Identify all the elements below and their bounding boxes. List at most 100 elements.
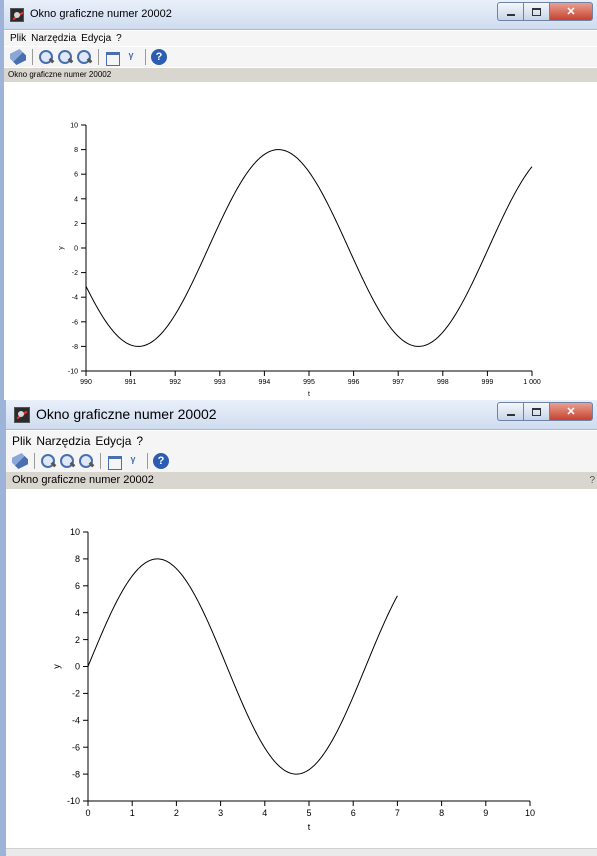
menu-bar: Plik Narzędzia Edycja ? xyxy=(4,31,597,46)
y-tick-label: 8 xyxy=(75,554,80,564)
x-tick-label: 999 xyxy=(482,379,494,386)
x-tick-label: 7 xyxy=(395,808,400,818)
plot-area[interactable]: 10 8 6 4 2 0 -2 -4 -6 -8 -10 990 991 992 993 994 995 996 9… xyxy=(4,82,597,400)
maximize-button[interactable] xyxy=(523,2,549,21)
bottom-strip xyxy=(6,848,597,856)
x-tick-label: 993 xyxy=(214,379,226,386)
toolbar-separator xyxy=(145,49,146,65)
series-line xyxy=(85,149,533,347)
x-tick-label: 990 xyxy=(80,379,92,386)
plot-area[interactable]: 10 8 6 4 2 0 -2 -4 -6 -8 -10 0 1 2 3 4 5 6 7 8 9 10 t y xyxy=(6,489,597,856)
y-tick-label: 0 xyxy=(75,662,80,672)
status-bar: Okno graficzne numer 20002 xyxy=(4,68,597,82)
y-tick-label: 6 xyxy=(74,172,78,179)
window-controls: ✕ xyxy=(497,402,593,422)
y-tick-label: -8 xyxy=(72,344,78,351)
menu-help[interactable]: ? xyxy=(136,433,144,448)
y-tick-label: 4 xyxy=(74,196,78,203)
scilab-app-icon xyxy=(14,407,30,423)
toolbar-separator xyxy=(98,49,99,65)
close-icon: ✕ xyxy=(566,6,576,18)
y-axis-label: y xyxy=(58,246,65,250)
x-tick-label: 1 000 xyxy=(523,379,541,386)
menu-plik[interactable]: Plik xyxy=(12,433,32,448)
minimize-icon xyxy=(506,13,515,16)
chart-2: 10 8 6 4 2 0 -2 -4 -6 -8 -10 0 1 2 3 4 5 6 7 8 9 10 t y xyxy=(52,527,535,832)
datatip-icon[interactable]: ᵞ xyxy=(128,49,134,64)
y-tick-label: -10 xyxy=(68,368,78,375)
title-bar[interactable]: Okno graficzne numer 20002 ✕ xyxy=(6,400,597,430)
y-axis-label: y xyxy=(52,664,62,669)
y-tick-label: -6 xyxy=(72,742,80,752)
y-tick-label: 2 xyxy=(75,635,80,645)
x-tick-label: 996 xyxy=(348,379,360,386)
x-tick-label: 3 xyxy=(218,808,223,818)
toolbar: ᵞ ? xyxy=(4,47,597,67)
minimize-button[interactable] xyxy=(497,2,523,21)
graphic-window-1: Okno graficzne numer 20002 ✕ Plik Narzęd… xyxy=(0,0,597,400)
rotate-icon[interactable] xyxy=(12,453,28,469)
status-text: Okno graficzne numer 20002 xyxy=(12,474,154,486)
y-tick-label: -4 xyxy=(72,715,80,725)
x-tick-label: 992 xyxy=(169,379,181,386)
x-tick-label: 5 xyxy=(306,808,311,818)
x-tick-label: 998 xyxy=(437,379,449,386)
y-tick-label: 4 xyxy=(75,608,80,618)
status-help-mark: ? xyxy=(589,475,595,486)
x-tick-label: 1 xyxy=(130,808,135,818)
status-text: Okno graficzne numer 20002 xyxy=(8,70,112,79)
x-tick-label: 995 xyxy=(303,379,315,386)
close-button[interactable]: ✕ xyxy=(549,402,593,421)
window-title: Okno graficzne numer 20002 xyxy=(36,406,217,422)
toolbar-separator xyxy=(147,453,148,469)
figure-window-icon[interactable] xyxy=(104,49,120,66)
help-icon[interactable]: ? xyxy=(153,453,169,469)
y-tick-label: -2 xyxy=(72,270,78,277)
y-tick-label: 6 xyxy=(75,581,80,591)
x-tick-label: 997 xyxy=(392,379,404,386)
zoom-in-icon[interactable] xyxy=(40,453,56,469)
figure-window-icon[interactable] xyxy=(106,453,122,470)
zoom-area-icon[interactable] xyxy=(78,453,94,469)
maximize-button[interactable] xyxy=(523,402,549,421)
toolbar-separator xyxy=(100,453,101,469)
x-tick-label: 6 xyxy=(351,808,356,818)
x-tick-label: 10 xyxy=(525,808,535,818)
x-tick-label: 2 xyxy=(174,808,179,818)
datatip-icon[interactable]: ᵞ xyxy=(130,453,136,468)
scilab-app-icon xyxy=(10,8,24,22)
menu-edycja[interactable]: Edycja xyxy=(81,33,112,44)
x-tick-label: 4 xyxy=(262,808,267,818)
zoom-out-icon[interactable] xyxy=(57,49,73,65)
menu-plik[interactable]: Plik xyxy=(10,33,27,44)
menu-narzedzia[interactable]: Narzędzia xyxy=(36,433,91,448)
x-axis-label: t xyxy=(308,822,311,832)
zoom-out-icon[interactable] xyxy=(59,453,75,469)
minimize-button[interactable] xyxy=(497,402,523,421)
y-tick-label: 0 xyxy=(74,245,78,252)
maximize-icon xyxy=(532,7,541,16)
menu-narzedzia[interactable]: Narzędzia xyxy=(31,33,77,44)
close-button[interactable]: ✕ xyxy=(549,2,593,21)
minimize-icon xyxy=(506,413,515,416)
zoom-area-icon[interactable] xyxy=(76,49,92,65)
y-tick-label: -10 xyxy=(67,796,80,806)
menu-help[interactable]: ? xyxy=(116,33,122,44)
menu-edycja[interactable]: Edycja xyxy=(95,433,132,448)
y-tick-label: 8 xyxy=(74,147,78,154)
maximize-icon xyxy=(532,407,541,416)
status-bar: Okno graficzne numer 20002 ? xyxy=(6,472,597,489)
rotate-icon[interactable] xyxy=(10,49,26,65)
window-title: Okno graficzne numer 20002 xyxy=(30,8,172,20)
zoom-in-icon[interactable] xyxy=(38,49,54,65)
help-icon[interactable]: ? xyxy=(151,49,167,65)
y-tick-label: -8 xyxy=(72,769,80,779)
toolbar-separator xyxy=(34,453,35,469)
x-axis-label: t xyxy=(308,391,310,398)
y-tick-label: 2 xyxy=(74,221,78,228)
close-icon: ✕ xyxy=(566,406,576,418)
x-tick-label: 8 xyxy=(439,808,444,818)
title-bar[interactable]: Okno graficzne numer 20002 ✕ xyxy=(4,0,597,30)
y-tick-label: -2 xyxy=(72,689,80,699)
